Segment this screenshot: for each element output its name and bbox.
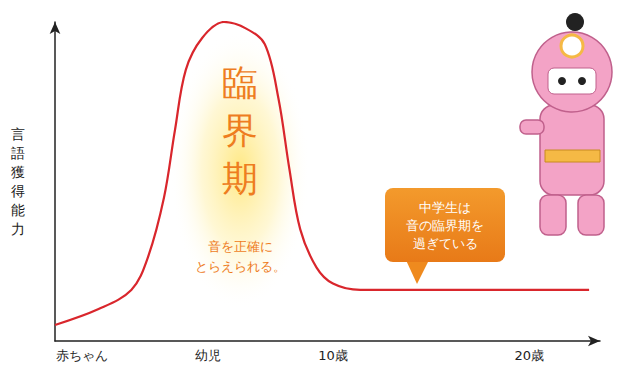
svg-text:期: 期: [222, 158, 258, 199]
svg-text:赤ちゃん: 赤ちゃん: [56, 348, 108, 363]
svg-text:20歳: 20歳: [514, 348, 544, 363]
svg-text:とらえられる。: とらえられる。: [195, 259, 286, 274]
svg-text:力: 力: [11, 221, 25, 237]
svg-text:音の臨界期を: 音の臨界期を: [406, 218, 484, 233]
svg-text:界: 界: [222, 110, 258, 151]
svg-text:能: 能: [11, 202, 25, 218]
svg-text:幼児: 幼児: [195, 348, 221, 363]
svg-text:得: 得: [11, 183, 25, 199]
svg-text:中学生は: 中学生は: [419, 200, 471, 215]
svg-text:臨: 臨: [222, 62, 258, 103]
svg-text:10歳: 10歳: [318, 348, 348, 363]
svg-text:言: 言: [11, 126, 25, 142]
svg-text:獲: 獲: [11, 164, 25, 180]
svg-text:過ぎている: 過ぎている: [413, 236, 478, 251]
svg-text:音を正確に: 音を正確に: [208, 239, 273, 254]
svg-text:語: 語: [11, 145, 25, 161]
